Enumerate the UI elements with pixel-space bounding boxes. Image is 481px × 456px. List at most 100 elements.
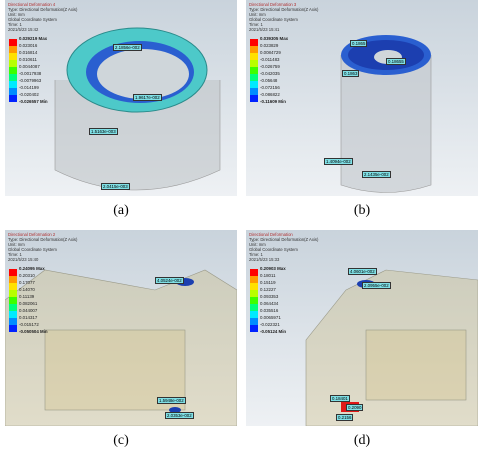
probe-label: 1.5948e-002 [157,397,186,404]
legend-swatch [9,88,17,95]
legend-swatch [250,276,258,283]
legend-swatch [9,53,17,60]
legend-label: 0.010611 [19,57,37,62]
legend-label: 0.15119 [260,280,276,285]
probe-label: 0.1865 [350,40,367,47]
legend-swatch [9,311,17,318]
legend-label: 0.11139 [19,294,34,299]
legend-swatch [250,46,258,53]
legend-label: -0.0079963 [19,78,41,83]
legend-swatch [250,60,258,67]
legend-swatch [250,74,258,81]
legend-label: 0.014317 [19,315,37,320]
legend-label: 0.093353 [260,294,278,299]
legend-label: -0.0017938 [19,71,41,76]
probe-label: 0.18655 [386,58,406,65]
probe-label: 2.1856e-002 [113,44,142,51]
figure: Directional Deformation 4Type: Direction… [0,0,481,456]
legend-swatch [9,81,17,88]
model-view [246,230,478,426]
model-view [5,0,237,196]
legend-swatch [250,283,258,290]
legend-swatch [250,318,258,325]
legend-label: 0.016814 [19,50,37,55]
legend-label: -0.011483 [260,57,279,62]
legend-swatch [250,297,258,304]
probe-label: 4.0524e-002 [155,277,184,284]
legend-swatch [250,325,258,332]
legend-swatch [9,74,17,81]
probe-label: 0.1863 [342,70,359,77]
legend-swatch [250,53,258,60]
legend-swatch [9,276,17,283]
legend-label: 0.029219 Max [19,36,47,41]
legend-label: 0.12227 [260,287,276,292]
caption: (a) [5,203,237,219]
legend-label: 0.082061 [19,301,37,306]
legend-label: 0.064434 [260,301,278,306]
legend-swatch [9,46,17,53]
legend-swatch [250,88,258,95]
caption: (d) [246,433,478,449]
legend-label: 0.023016 [19,43,37,48]
legend-label: 0.24095 Max [19,266,45,271]
legend-label: 0.0044087 [19,64,40,69]
caption: (b) [246,203,478,219]
legend-label: 0.039305 Max [260,36,288,41]
legend-label: 0.20903 Max [260,266,286,271]
legend-swatch [9,269,17,276]
legend-swatch [9,60,17,67]
legend-label: -0.042035 [260,71,280,76]
legend-label: -0.05648 [260,78,277,83]
legend-swatch [9,290,17,297]
result-panel: Directional DeformationType: Directional… [246,230,478,426]
header-line: 2021/5/23 15:42 [8,27,38,32]
probe-label: 2.0353e-002 [165,412,194,419]
legend-swatch [9,283,17,290]
legend-label: -0.014199 [19,85,39,90]
legend-swatch [9,67,17,74]
legend-label: -0.050504 Min [19,329,48,334]
caption: (c) [5,433,237,449]
legend-label: -0.072156 [260,85,280,90]
legend-swatch [250,81,258,88]
legend-label: -0.015172 [19,322,39,327]
legend-label: -0.026557 Min [19,99,48,104]
legend-label: 0.0084729 [260,50,281,55]
legend-label: 0.14070 [19,287,35,292]
legend-label: -0.11609 Min [260,99,286,104]
legend-label: 0.17077 [19,280,35,285]
legend-swatch [250,67,258,74]
legend-swatch [9,95,17,102]
legend-swatch [250,311,258,318]
legend-label: -0.022321 [260,322,280,327]
legend-label: -0.020402 [19,92,39,97]
legend-label: -0.086822 [260,92,280,97]
legend-swatch [250,304,258,311]
legend-swatch [9,318,17,325]
probe-label: 0.18401 [330,395,350,402]
probe-label: 4.0601e-002 [348,268,377,275]
probe-label: 2.0415e-003 [101,183,130,190]
legend-swatch [250,95,258,102]
probe-label: 1.5163e-003 [89,128,118,135]
model-view [5,230,237,426]
probe-label: 1.4094e-002 [324,158,353,165]
legend-label: -0.05124 Min [260,329,286,334]
probe-label: 0.2156 [336,414,353,421]
legend-label: 0.18011 [260,273,276,278]
header-line: 2021/5/23 15:41 [249,27,279,32]
legend-swatch [250,269,258,276]
header-line: 2021/5/23 15:40 [8,257,38,262]
legend-label: 0.0065971 [260,315,281,320]
probe-label: 2.1435e-002 [362,171,391,178]
legend-label: 0.044007 [19,308,37,313]
probe-label: 2.0955e-002 [362,282,391,289]
legend-swatch [9,325,17,332]
legend-swatch [9,39,17,46]
probe-label: 0.2090 [346,404,363,411]
legend-swatch [9,297,17,304]
